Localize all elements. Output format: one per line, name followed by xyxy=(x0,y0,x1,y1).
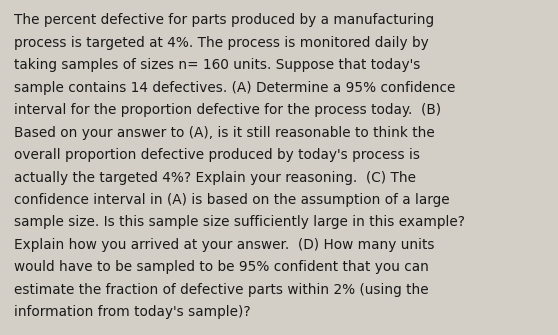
Text: interval for the proportion defective for the process today.  (B): interval for the proportion defective fo… xyxy=(14,103,441,117)
Text: taking samples of sizes n= 160 units. Suppose that today's: taking samples of sizes n= 160 units. Su… xyxy=(14,58,420,72)
Text: sample size. Is this sample size sufficiently large in this example?: sample size. Is this sample size suffici… xyxy=(14,215,465,229)
Text: overall proportion defective produced by today's process is: overall proportion defective produced by… xyxy=(14,148,420,162)
Text: would have to be sampled to be 95% confident that you can: would have to be sampled to be 95% confi… xyxy=(14,260,429,274)
Text: actually the targeted 4%? Explain your reasoning.  (C) The: actually the targeted 4%? Explain your r… xyxy=(14,171,416,185)
Text: The percent defective for parts produced by a manufacturing: The percent defective for parts produced… xyxy=(14,13,434,27)
Text: process is targeted at 4%. The process is monitored daily by: process is targeted at 4%. The process i… xyxy=(14,36,429,50)
Text: Explain how you arrived at your answer.  (D) How many units: Explain how you arrived at your answer. … xyxy=(14,238,435,252)
Text: confidence interval in (A) is based on the assumption of a large: confidence interval in (A) is based on t… xyxy=(14,193,450,207)
Text: information from today's sample)?: information from today's sample)? xyxy=(14,305,251,319)
Text: Based on your answer to (A), is it still reasonable to think the: Based on your answer to (A), is it still… xyxy=(14,126,435,140)
Text: sample contains 14 defectives. (A) Determine a 95% confidence: sample contains 14 defectives. (A) Deter… xyxy=(14,81,455,95)
Text: estimate the fraction of defective parts within 2% (using the: estimate the fraction of defective parts… xyxy=(14,283,429,297)
